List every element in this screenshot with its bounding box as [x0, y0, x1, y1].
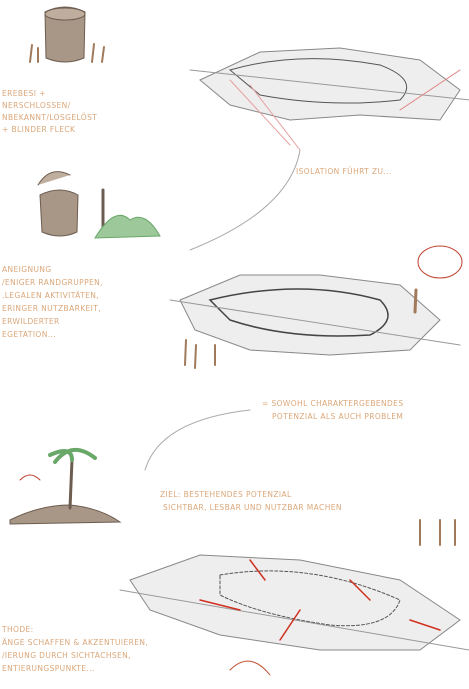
text-line: EGETATION... — [2, 329, 56, 341]
barrel-open — [38, 172, 160, 238]
text-line: + BLINDER FLECK — [2, 124, 75, 136]
text-line: EREBESI + — [2, 88, 46, 100]
text-line: THODE: — [2, 624, 34, 636]
text-line: = SOWOHL CHARAKTERGEBENDES — [262, 398, 404, 410]
text-line: /IERUNG DURCH SICHTACHSEN, — [2, 650, 131, 662]
text-line: ÄNGE SCHAFFEN & AKZENTUIEREN, — [2, 637, 148, 649]
city-sketch — [120, 520, 469, 675]
text-line: /ENIGER RANDGRUPPEN, — [2, 277, 103, 289]
text-line: ZIEL: BESTEHENDES POTENZIAL — [160, 489, 292, 501]
palm-island — [10, 450, 120, 524]
page: EREBESI + NERSCHLOSSEN/ NBEKANNT/LOSGELÖ… — [0, 0, 469, 689]
text-line: NERSCHLOSSEN/ — [2, 100, 71, 112]
arrow — [145, 410, 250, 470]
arrow — [190, 150, 300, 250]
text-line: ANEIGNUNG — [2, 264, 52, 276]
barrel-closed — [30, 7, 104, 62]
text-line: ENTIERUNGSPUNKTE... — [2, 663, 95, 675]
text-line: NBEKANNT/LOSGELÖST — [2, 112, 97, 124]
text-line: POTENZIAL ALS AUCH PROBLEM — [272, 411, 403, 423]
text-line: ISOLATION FÜHRT ZU... — [296, 166, 392, 178]
text-line: .LEGALEN AKTIVITÄTEN, — [2, 290, 99, 302]
city-sketch — [170, 246, 462, 368]
city-sketch — [190, 48, 469, 150]
text-line: ERINGER NUTZBARKEIT, — [2, 303, 101, 315]
text-line: ERWILDERTER — [2, 316, 60, 328]
text-line: SICHTBAR, LESBAR UND NUTZBAR MACHEN — [163, 502, 342, 514]
